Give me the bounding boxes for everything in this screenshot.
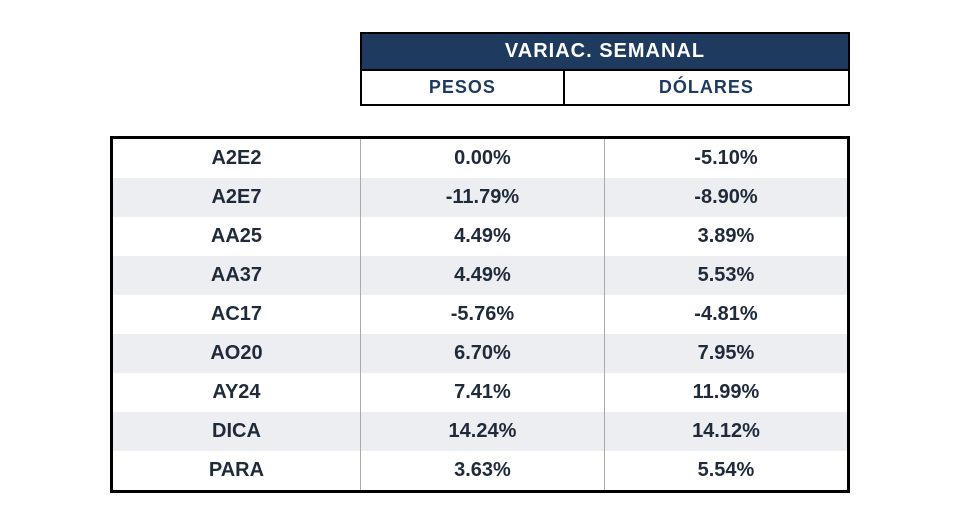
table-row: AA25 4.49% 3.89%: [112, 217, 849, 256]
cell-dolares: -8.90%: [604, 178, 848, 217]
table-row: AY24 7.41% 11.99%: [112, 373, 849, 412]
cell-dolares: 14.12%: [604, 412, 848, 451]
cell-dolares: -4.81%: [604, 295, 848, 334]
cell-dolares: 5.54%: [604, 451, 848, 492]
cell-dolares: 5.53%: [604, 256, 848, 295]
cell-label: DICA: [112, 412, 361, 451]
cell-dolares: 11.99%: [604, 373, 848, 412]
cell-dolares: -5.10%: [604, 138, 848, 179]
table-row: PARA 3.63% 5.54%: [112, 451, 849, 492]
header-table: VARIAC. SEMANAL PESOS DÓLARES: [360, 32, 850, 106]
cell-pesos: 4.49%: [360, 256, 604, 295]
header-title: VARIAC. SEMANAL: [361, 33, 849, 70]
cell-pesos: -11.79%: [360, 178, 604, 217]
table-row: AC17 -5.76% -4.81%: [112, 295, 849, 334]
variac-semanal-widget: VARIAC. SEMANAL PESOS DÓLARES A2E2 0.00%…: [110, 32, 870, 493]
cell-pesos: 4.49%: [360, 217, 604, 256]
cell-pesos: 14.24%: [360, 412, 604, 451]
cell-pesos: 0.00%: [360, 138, 604, 179]
cell-pesos: -5.76%: [360, 295, 604, 334]
cell-label: AY24: [112, 373, 361, 412]
cell-label: AC17: [112, 295, 361, 334]
table-row: A2E2 0.00% -5.10%: [112, 138, 849, 179]
data-table: A2E2 0.00% -5.10% A2E7 -11.79% -8.90% AA…: [110, 136, 850, 493]
cell-label: A2E7: [112, 178, 361, 217]
cell-label: AO20: [112, 334, 361, 373]
cell-pesos: 6.70%: [360, 334, 604, 373]
header-col-dolares: DÓLARES: [564, 70, 849, 105]
table-row: AA37 4.49% 5.53%: [112, 256, 849, 295]
cell-label: PARA: [112, 451, 361, 492]
cell-pesos: 7.41%: [360, 373, 604, 412]
cell-label: A2E2: [112, 138, 361, 179]
table-row: A2E7 -11.79% -8.90%: [112, 178, 849, 217]
table-row: DICA 14.24% 14.12%: [112, 412, 849, 451]
table-row: AO20 6.70% 7.95%: [112, 334, 849, 373]
cell-dolares: 7.95%: [604, 334, 848, 373]
data-table-body: A2E2 0.00% -5.10% A2E7 -11.79% -8.90% AA…: [112, 138, 849, 492]
header-col-pesos: PESOS: [361, 70, 564, 105]
cell-label: AA37: [112, 256, 361, 295]
cell-pesos: 3.63%: [360, 451, 604, 492]
cell-dolares: 3.89%: [604, 217, 848, 256]
cell-label: AA25: [112, 217, 361, 256]
